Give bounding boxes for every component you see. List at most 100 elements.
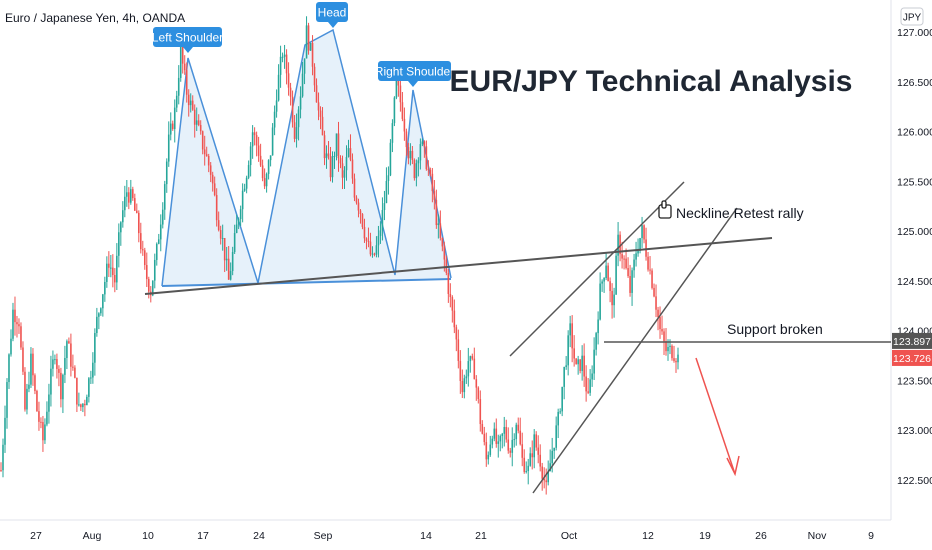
candle [461, 369, 464, 399]
candle [403, 107, 406, 141]
candle [132, 186, 134, 201]
candle [141, 240, 144, 256]
head-label[interactable]: Head [316, 2, 348, 28]
candle [569, 315, 571, 348]
candle [633, 253, 635, 278]
candle [465, 369, 468, 384]
candle [581, 345, 583, 381]
candle [122, 201, 124, 228]
candle [245, 175, 248, 194]
candle [339, 155, 342, 169]
candle [96, 307, 98, 337]
candle [417, 157, 420, 177]
candle [345, 145, 348, 181]
candle [347, 139, 350, 158]
candle [130, 179, 132, 205]
candle [209, 162, 212, 183]
candle [571, 315, 573, 363]
candle [104, 276, 106, 302]
candle [561, 386, 563, 417]
candle [325, 145, 328, 169]
candle [521, 432, 524, 467]
candle [337, 121, 340, 172]
candle [44, 418, 46, 444]
candle [475, 375, 478, 401]
time-tick-label: 19 [699, 530, 711, 542]
candle [373, 252, 376, 257]
time-tick-label: 24 [253, 530, 265, 542]
candle [515, 422, 518, 446]
candle [327, 141, 330, 160]
candle [509, 447, 512, 458]
candle [655, 284, 657, 318]
candle [307, 22, 310, 55]
candle [229, 262, 232, 281]
candle [365, 237, 368, 250]
candle [12, 302, 14, 342]
last-price-text: 123.726 [893, 353, 931, 365]
candle [357, 198, 360, 218]
candle [387, 166, 390, 195]
currency-badge[interactable]: JPY [900, 7, 924, 26]
time-tick-label: 12 [642, 530, 654, 542]
right-shoulder-label[interactable]: Right Shoulder [375, 61, 454, 87]
candle [283, 44, 286, 69]
candle [70, 333, 72, 377]
candle [553, 447, 555, 459]
candle [439, 210, 442, 241]
candle [100, 307, 102, 316]
candle [253, 127, 256, 146]
candle [649, 256, 651, 275]
candle [563, 366, 565, 400]
candle [163, 180, 166, 220]
candle [207, 153, 210, 173]
candle [126, 179, 128, 207]
candle [493, 422, 496, 442]
candle [32, 348, 34, 386]
candle [4, 405, 6, 453]
candle [147, 276, 150, 299]
candle [221, 224, 224, 251]
candle [223, 237, 226, 273]
candle [427, 160, 430, 176]
candle [2, 438, 4, 478]
candle [531, 440, 534, 470]
candle [367, 227, 370, 248]
candle [643, 224, 645, 244]
candle [431, 168, 434, 203]
candle [257, 136, 260, 162]
candle [629, 264, 631, 297]
candle [40, 417, 42, 429]
time-axis[interactable]: 27 Aug 10 17 24 Sep 14 21 Oct 12 19 26 Nov 9 [30, 530, 874, 542]
candle [84, 399, 86, 417]
candle [545, 468, 547, 495]
candle [645, 227, 647, 261]
candle [499, 434, 502, 452]
candle [233, 224, 236, 255]
candle [425, 140, 428, 171]
candle [459, 350, 462, 394]
candle [341, 155, 344, 190]
candle [449, 283, 452, 308]
price-tick-label: 124.500 [897, 276, 932, 288]
channel-lower-line [532, 207, 738, 494]
left-shoulder-label[interactable]: Left Shoulder [152, 27, 223, 53]
candle [447, 268, 450, 303]
symbol-header[interactable]: Euro / Japanese Yen, 4h, OANDA [5, 11, 185, 25]
candle [429, 167, 432, 177]
candle [98, 312, 100, 330]
candle [317, 92, 320, 121]
support-broken-text: Support broken [727, 321, 823, 337]
candle [213, 176, 216, 197]
candle [613, 287, 615, 318]
candle [203, 135, 206, 166]
candle [52, 350, 54, 377]
candle [275, 89, 278, 118]
candle [293, 115, 296, 143]
analysis-title: EUR/JPY Technical Analysis [450, 65, 853, 98]
candle [637, 238, 639, 257]
price-axis[interactable]: 127.000 126.500 126.000 125.500 125.000 124.5… [897, 27, 932, 487]
time-tick-label: 14 [420, 530, 432, 542]
candle [473, 347, 476, 380]
